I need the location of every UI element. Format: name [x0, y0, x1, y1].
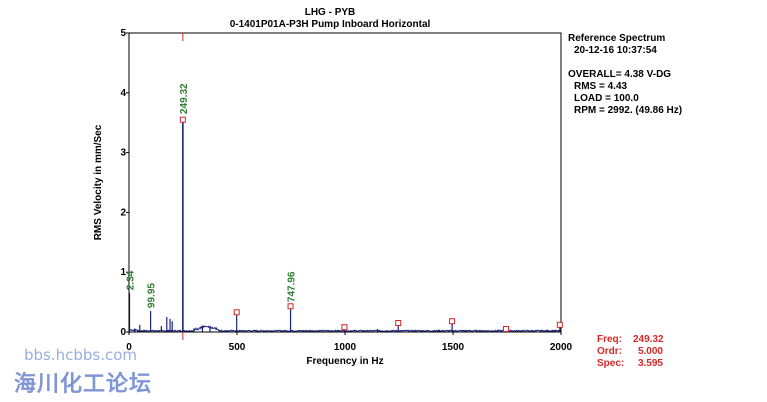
watermark-url: bbs.hcbbs.com	[24, 346, 138, 364]
harmonic-marker-6	[502, 326, 509, 333]
cursor-freq-value: 249.32	[633, 334, 664, 345]
peak-label-2: 249.32	[179, 83, 190, 114]
harmonic-marker-1	[233, 309, 240, 316]
peak-label-0: 2.34	[126, 270, 137, 290]
chart-header-site: LHG - PYB	[304, 7, 356, 18]
peak-label-1: 99.95	[147, 283, 158, 308]
cursor-ordr-label: Ordr:	[597, 346, 622, 357]
plot-area-frame	[128, 32, 562, 333]
info-rpm: RPM = 2992. (49.86 Hz)	[574, 105, 683, 116]
chart-header-point: 0-1401P01A-P3H Pump Inboard Horizontal	[229, 19, 431, 30]
cursor-readout: Freq: 249.32 Ordr: 5.000 Spec: 3.595	[597, 334, 664, 370]
cursor-spec-value: 3.595	[637, 358, 663, 369]
x-tick-label-1500: 1500	[442, 342, 465, 353]
info-title: Reference Spectrum	[568, 33, 666, 44]
x-axis-label: Frequency in Hz	[306, 356, 383, 367]
x-tick-label-2000: 2000	[550, 342, 573, 353]
cursor-freq-label: Freq:	[597, 334, 622, 345]
harmonic-marker-5	[449, 318, 456, 325]
cursor-spec-label: Spec:	[597, 358, 625, 369]
harmonic-marker-4	[395, 320, 402, 327]
info-load: LOAD = 100.0	[574, 93, 639, 104]
harmonic-marker-3	[341, 324, 348, 331]
peak-label-3: 747.96	[287, 271, 298, 302]
harmonic-marker-7	[556, 321, 563, 328]
harmonic-marker-2	[287, 303, 294, 310]
info-overall: OVERALL= 4.38 V-DG	[568, 69, 672, 80]
x-tick-label-1000: 1000	[334, 342, 357, 353]
y-tick-label-5: 5	[120, 28, 126, 39]
cursor-ordr-value: 5.000	[637, 346, 663, 357]
info-rms: RMS = 4.43	[574, 81, 628, 92]
harmonic-marker-0	[179, 116, 186, 123]
y-tick-label-1: 1	[120, 267, 126, 278]
x-tick-label-0: 0	[126, 342, 132, 353]
info-datetime: 20-12-16 10:37:54	[574, 45, 657, 56]
y-tick-label-2: 2	[120, 207, 126, 218]
y-tick-label-0: 0	[120, 327, 126, 338]
watermark-name: 海川化工论坛	[14, 372, 153, 397]
y-tick-label-4: 4	[120, 88, 126, 99]
x-tick-label-500: 500	[229, 342, 246, 353]
y-tick-label-3: 3	[120, 148, 126, 159]
y-axis-label: RMS Velocity in mm/Sec	[93, 124, 104, 240]
